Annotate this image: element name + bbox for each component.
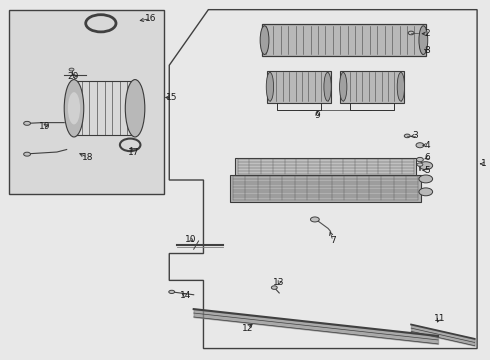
Ellipse shape — [416, 157, 423, 162]
Text: 14: 14 — [180, 291, 191, 300]
Ellipse shape — [68, 92, 80, 125]
Text: 11: 11 — [434, 314, 445, 323]
Ellipse shape — [340, 72, 347, 101]
Ellipse shape — [271, 286, 277, 289]
Text: 16: 16 — [146, 14, 157, 23]
Text: 8: 8 — [424, 46, 430, 55]
Text: 17: 17 — [128, 148, 140, 157]
Ellipse shape — [169, 290, 174, 293]
Ellipse shape — [69, 68, 74, 71]
Text: 2: 2 — [424, 29, 430, 38]
Ellipse shape — [404, 134, 410, 138]
Ellipse shape — [24, 121, 30, 125]
Ellipse shape — [417, 163, 423, 166]
Text: 10: 10 — [185, 235, 196, 244]
Ellipse shape — [64, 80, 84, 137]
Bar — [267, 71, 331, 103]
Bar — [262, 24, 426, 56]
Ellipse shape — [260, 26, 269, 54]
Ellipse shape — [419, 162, 433, 170]
Ellipse shape — [408, 31, 414, 35]
Text: 12: 12 — [242, 324, 253, 333]
Ellipse shape — [266, 72, 273, 101]
Bar — [340, 71, 404, 103]
Polygon shape — [169, 10, 477, 348]
Text: 15: 15 — [166, 93, 177, 102]
Bar — [9, 10, 164, 194]
Ellipse shape — [419, 175, 433, 183]
Ellipse shape — [419, 26, 428, 54]
Text: 20: 20 — [67, 72, 79, 81]
Ellipse shape — [90, 18, 112, 29]
Ellipse shape — [311, 217, 319, 222]
Text: 3: 3 — [412, 131, 418, 140]
Text: 19: 19 — [39, 122, 50, 131]
Ellipse shape — [419, 188, 433, 196]
Ellipse shape — [125, 80, 145, 137]
Text: 6: 6 — [424, 153, 430, 162]
Ellipse shape — [123, 141, 137, 149]
Ellipse shape — [324, 72, 331, 101]
Bar — [230, 175, 421, 202]
Text: 13: 13 — [273, 278, 285, 287]
Text: 9: 9 — [315, 111, 320, 120]
Text: 4: 4 — [424, 141, 430, 150]
Bar — [74, 81, 135, 135]
Ellipse shape — [397, 72, 405, 101]
Ellipse shape — [416, 143, 424, 148]
Text: 5: 5 — [424, 166, 430, 175]
Text: 1: 1 — [481, 159, 486, 168]
Text: 18: 18 — [82, 153, 94, 162]
Text: 7: 7 — [330, 237, 336, 246]
Bar — [235, 158, 416, 175]
Ellipse shape — [24, 152, 30, 156]
